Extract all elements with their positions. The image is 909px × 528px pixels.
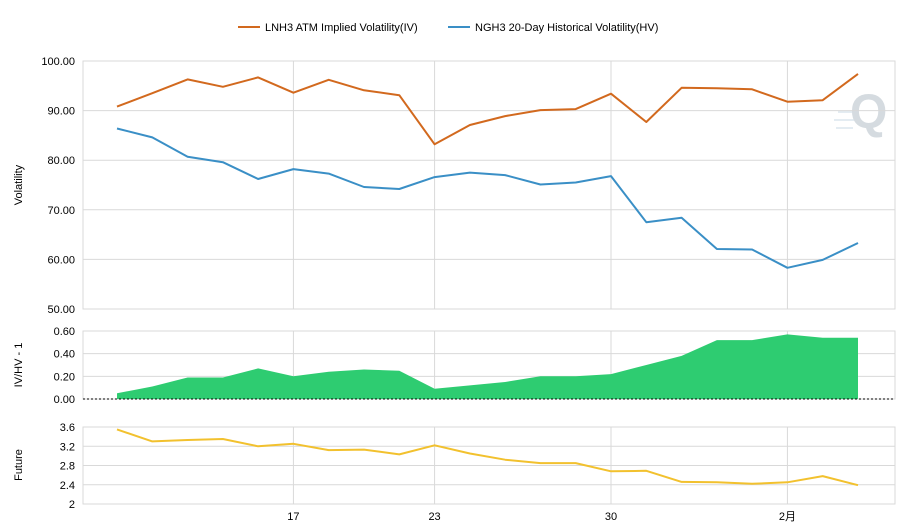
hv-series-line — [116, 127, 859, 269]
panel-0-y-tick-label: 80.00 — [47, 155, 75, 167]
panel-2-y-tick-label: 2 — [69, 499, 75, 511]
plot-panels: 50.00 60.00 70.00 80.00 90.00 100.00 Volatilit… — [13, 56, 896, 523]
panel-0-y-tick-label: 70.00 — [47, 205, 75, 217]
panel-0-y-tick-label: 50.00 — [47, 304, 75, 316]
panel-0-y-tick-label: 100.00 — [41, 56, 75, 68]
panel-2-y-tick-label: 2.4 — [60, 480, 75, 492]
panel-0-y-tick-label: 90.00 — [47, 106, 75, 118]
panel-2-y-tick-label: 3.6 — [60, 422, 75, 434]
panel-1-y-tick-label: 0.40 — [54, 349, 75, 361]
q-watermark-logo: Q — [834, 86, 887, 139]
panel-0-frame — [82, 60, 896, 310]
iv-hv-ratio-area — [117, 334, 858, 399]
future-series-line — [116, 428, 859, 487]
x-tick-label: 30 — [605, 511, 617, 523]
watermark-letter: Q — [850, 86, 887, 139]
panel-0-y-axis-label: Volatility — [13, 164, 25, 205]
x-tick-label: 23 — [428, 511, 440, 523]
panel-1-y-tick-label: 0.60 — [54, 326, 75, 338]
legend: LNH3 ATM Implied Volatility(IV) NGH3 20-… — [238, 22, 658, 34]
panel-0-y-tick-label: 60.00 — [47, 254, 75, 266]
x-tick-label: 2月 — [779, 511, 796, 523]
panel-1-y-axis-label: IV/HV - 1 — [13, 343, 25, 388]
x-tick-label: 17 — [287, 511, 299, 523]
legend-iv-label: LNH3 ATM Implied Volatility(IV) — [265, 22, 418, 34]
panel-1-y-tick-label: 0.20 — [54, 371, 75, 383]
panel-2-y-axis-label: Future — [13, 449, 25, 481]
legend-hv-label: NGH3 20-Day Historical Volatility(HV) — [475, 22, 658, 34]
iv-series-line — [116, 73, 859, 146]
panel-2-y-tick-label: 3.2 — [60, 441, 75, 453]
panel-1-y-tick-label: 0.00 — [54, 394, 75, 406]
panel-2-y-tick-label: 2.8 — [60, 461, 75, 473]
